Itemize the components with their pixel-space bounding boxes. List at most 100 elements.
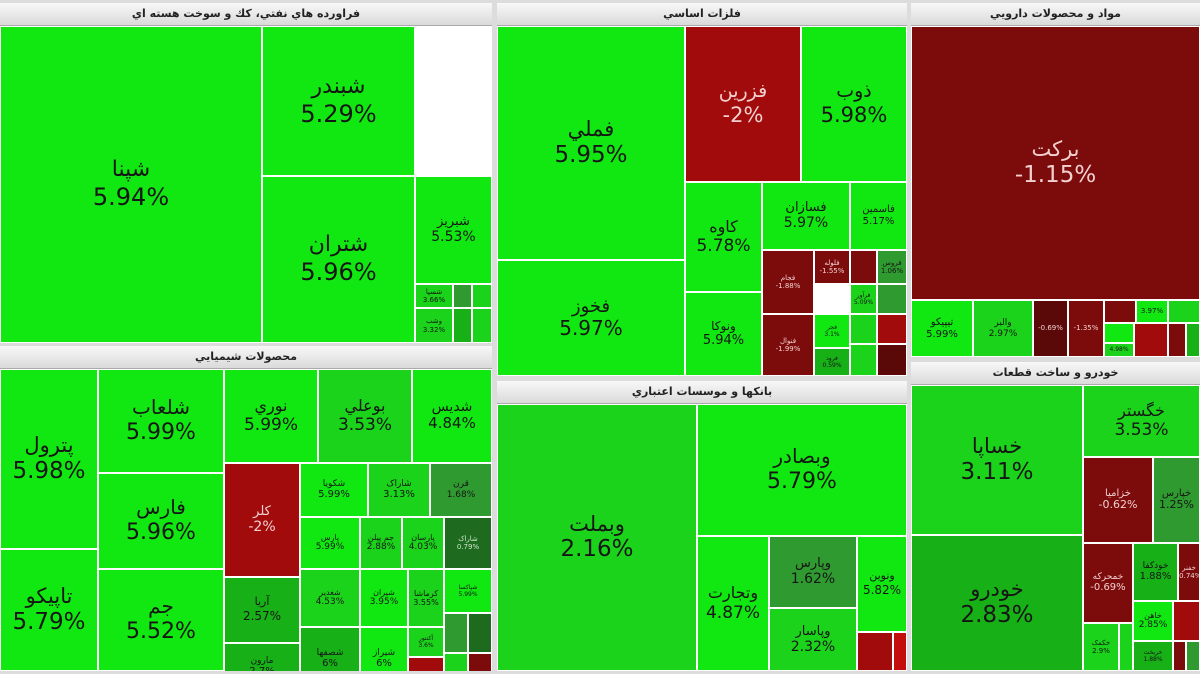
stock-tile[interactable]: [850, 314, 877, 344]
stock-tile[interactable]: خودرو 2.83%: [911, 535, 1083, 671]
stock-tile[interactable]: [877, 314, 907, 344]
stock-tile[interactable]: [850, 344, 877, 376]
stock-tile[interactable]: شاراک 3.13%: [368, 463, 430, 517]
stock-tile[interactable]: خگستر 3.53%: [1083, 385, 1200, 457]
stock-tile[interactable]: [468, 613, 492, 653]
stock-tile[interactable]: 4.98%: [1104, 343, 1134, 357]
stock-tile[interactable]: والبر 2.97%: [973, 300, 1033, 357]
stock-tile[interactable]: [1173, 601, 1200, 641]
stock-tile[interactable]: [453, 284, 472, 308]
sector-title[interactable]: بانكها و موسسات اعتباري: [497, 381, 907, 404]
stock-tile[interactable]: خفنر-0.74%: [1178, 543, 1200, 601]
stock-tile[interactable]: مارون2.7%: [224, 643, 300, 671]
stock-tile[interactable]: [1186, 641, 1200, 671]
stock-tile[interactable]: تاپیکو 5.79%: [0, 549, 98, 671]
stock-tile[interactable]: وبصادر 5.79%: [697, 404, 907, 536]
stock-tile[interactable]: فنوال -1.99%: [762, 314, 814, 376]
stock-tile[interactable]: شلعاب 5.99%: [98, 369, 224, 473]
stock-tile[interactable]: فرآور 5.09%: [850, 284, 877, 314]
stock-tile[interactable]: [1134, 323, 1168, 357]
stock-tile[interactable]: ذوب 5.98%: [801, 26, 907, 182]
stock-tile[interactable]: فجام -1.88%: [762, 250, 814, 314]
stock-tile[interactable]: شبریز 5.53%: [415, 176, 492, 284]
stock-tile[interactable]: فروس 1.06%: [877, 250, 907, 284]
stock-tile[interactable]: فملي 5.95%: [497, 26, 685, 260]
stock-tile[interactable]: شبندر 5.29%: [262, 26, 415, 176]
stock-tile[interactable]: تیپیکو 5.99%: [911, 300, 973, 357]
sector-title[interactable]: فلزات اساسي: [497, 3, 907, 26]
sector-title[interactable]: مواد و محصولات دارويي: [911, 3, 1200, 26]
stock-tile[interactable]: [1119, 623, 1133, 671]
stock-tile[interactable]: -1.35%: [1068, 300, 1104, 357]
stock-tile[interactable]: وپارس 1.62%: [769, 536, 857, 608]
stock-tile[interactable]: فاسمين 5.17%: [850, 182, 907, 250]
stock-tile[interactable]: فخوز 5.97%: [497, 260, 685, 376]
stock-tile[interactable]: فسازان 5.97%: [762, 182, 850, 250]
stock-tile[interactable]: خمحرکه -0.69%: [1083, 543, 1133, 623]
stock-tile[interactable]: خپارس 1.25%: [1153, 457, 1200, 543]
stock-tile[interactable]: [408, 657, 444, 671]
stock-tile[interactable]: خودکفا 1.88%: [1133, 543, 1178, 601]
stock-tile[interactable]: [1104, 300, 1136, 323]
stock-tile[interactable]: جم پیلن 2.88%: [360, 517, 402, 569]
stock-tile[interactable]: شاراک 0.79%: [444, 517, 492, 569]
stock-tile[interactable]: [850, 250, 877, 284]
stock-tile[interactable]: شغدیر 4.53%: [300, 569, 360, 627]
stock-tile[interactable]: [877, 284, 907, 314]
stock-tile[interactable]: بوعلي 3.53%: [318, 369, 412, 463]
stock-tile[interactable]: قرن 1.68%: [430, 463, 492, 517]
stock-tile[interactable]: [444, 613, 468, 653]
stock-tile[interactable]: آکنتور 3.6%: [408, 627, 444, 657]
stock-tile[interactable]: شکویا 5.99%: [300, 463, 368, 517]
stock-tile[interactable]: [877, 344, 907, 376]
stock-tile[interactable]: ونوکا 5.94%: [685, 292, 762, 376]
stock-tile[interactable]: شپاکسا 5.99%: [444, 569, 492, 613]
stock-tile[interactable]: فجر 3.1%: [814, 314, 850, 348]
stock-tile[interactable]: [1104, 323, 1134, 343]
stock-tile[interactable]: جم 5.52%: [98, 569, 224, 671]
stock-tile[interactable]: شیراز 6%: [360, 627, 408, 671]
stock-tile[interactable]: فرود 0.59%: [814, 348, 850, 376]
stock-tile[interactable]: خاهن 2.85%: [1133, 601, 1173, 641]
sector-title[interactable]: فراورده هاي نفتي، كك و سوخت هسته اي: [0, 3, 492, 26]
stock-tile[interactable]: برکت -1.15%: [911, 26, 1200, 300]
stock-tile[interactable]: [1168, 323, 1186, 357]
stock-tile[interactable]: [453, 308, 472, 343]
stock-tile[interactable]: وپاسار 2.32%: [769, 608, 857, 671]
stock-tile[interactable]: شپنا 5.94%: [0, 26, 262, 343]
stock-tile[interactable]: کاوه 5.78%: [685, 182, 762, 292]
stock-tile[interactable]: [444, 653, 468, 671]
stock-tile[interactable]: [468, 653, 492, 671]
stock-tile[interactable]: وتجارت 4.87%: [697, 536, 769, 671]
sector-title[interactable]: محصولات شيميايي: [0, 346, 492, 369]
stock-tile[interactable]: [472, 308, 492, 343]
stock-tile[interactable]: -0.69%: [1033, 300, 1068, 357]
stock-tile[interactable]: [472, 284, 492, 308]
sector-title[interactable]: خودرو و ساخت قطعات: [911, 362, 1200, 385]
stock-tile[interactable]: خکمک 2.9%: [1083, 623, 1119, 671]
stock-tile[interactable]: فزرین -2%: [685, 26, 801, 182]
stock-tile[interactable]: شیران 3.95%: [360, 569, 408, 627]
stock-tile[interactable]: نوري 5.99%: [224, 369, 318, 463]
stock-tile[interactable]: ونوین 5.82%: [857, 536, 907, 632]
stock-tile[interactable]: خزامیا -0.62%: [1083, 457, 1153, 543]
stock-tile[interactable]: شدیس 4.84%: [412, 369, 492, 463]
stock-tile[interactable]: 3.97%: [1136, 300, 1168, 323]
stock-tile[interactable]: [1186, 323, 1200, 357]
stock-tile[interactable]: وبملت 2.16%: [497, 404, 697, 671]
stock-tile[interactable]: پارس 5.99%: [300, 517, 360, 569]
stock-tile[interactable]: آریا 2.57%: [224, 577, 300, 643]
stock-tile[interactable]: [857, 632, 893, 671]
stock-tile[interactable]: فلوله -1.55%: [814, 250, 850, 284]
stock-tile[interactable]: پارسان 4.03%: [402, 517, 444, 569]
stock-tile[interactable]: خساپا 3.11%: [911, 385, 1083, 535]
stock-tile[interactable]: خریخت 1.88%: [1133, 641, 1173, 671]
stock-tile[interactable]: کلر -2%: [224, 463, 300, 577]
stock-tile[interactable]: کرماشا 3.55%: [408, 569, 444, 627]
stock-tile[interactable]: فارس 5.96%: [98, 473, 224, 569]
stock-tile[interactable]: شسپا 3.66%: [415, 284, 453, 308]
stock-tile[interactable]: [1168, 300, 1200, 323]
stock-tile[interactable]: پترول 5.98%: [0, 369, 98, 549]
stock-tile[interactable]: شصفها 6%: [300, 627, 360, 671]
stock-tile[interactable]: [1173, 641, 1186, 671]
